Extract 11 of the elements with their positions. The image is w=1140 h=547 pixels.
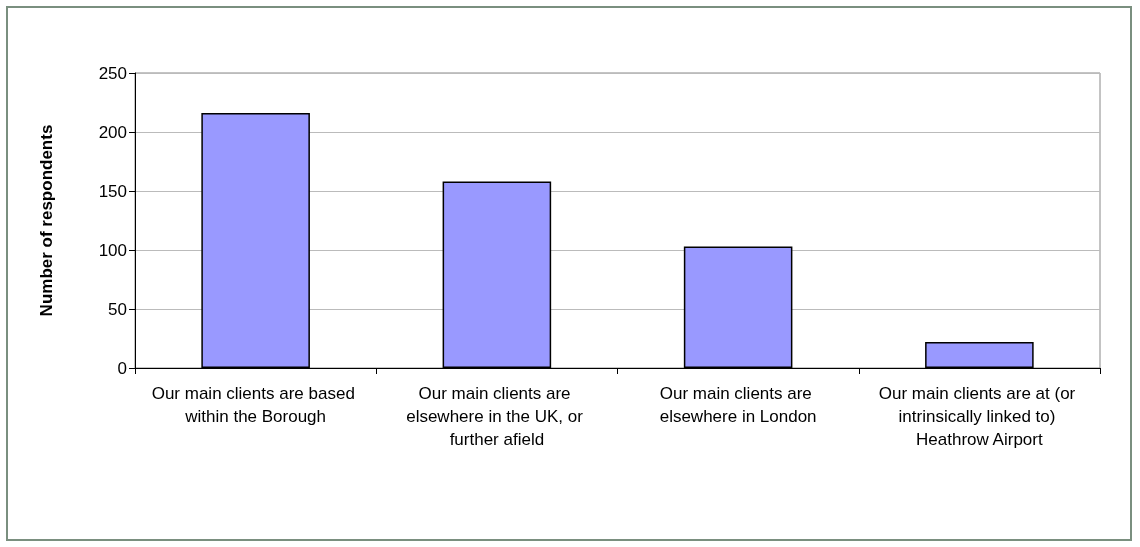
x-tick-label: Our main clients are based within the Borough: [151, 384, 360, 426]
x-tick-label: Our main clients are elsewhere in London: [659, 384, 817, 426]
y-tick-label: 100: [98, 240, 127, 260]
x-tick-label: Our main clients are at (or intrinsically linked to) Heathrow Airport: [878, 384, 1080, 449]
y-tick-label: 50: [108, 299, 127, 319]
y-tick-label: 150: [98, 181, 127, 201]
y-tick-label: 0: [117, 358, 127, 378]
y-axis-title: Number of respondents: [37, 124, 56, 317]
x-tick-label: Our main clients are elsewhere in the UK, or further afield: [406, 384, 588, 449]
y-tick-label: 200: [98, 122, 127, 142]
y-tick-label: 250: [98, 63, 127, 83]
